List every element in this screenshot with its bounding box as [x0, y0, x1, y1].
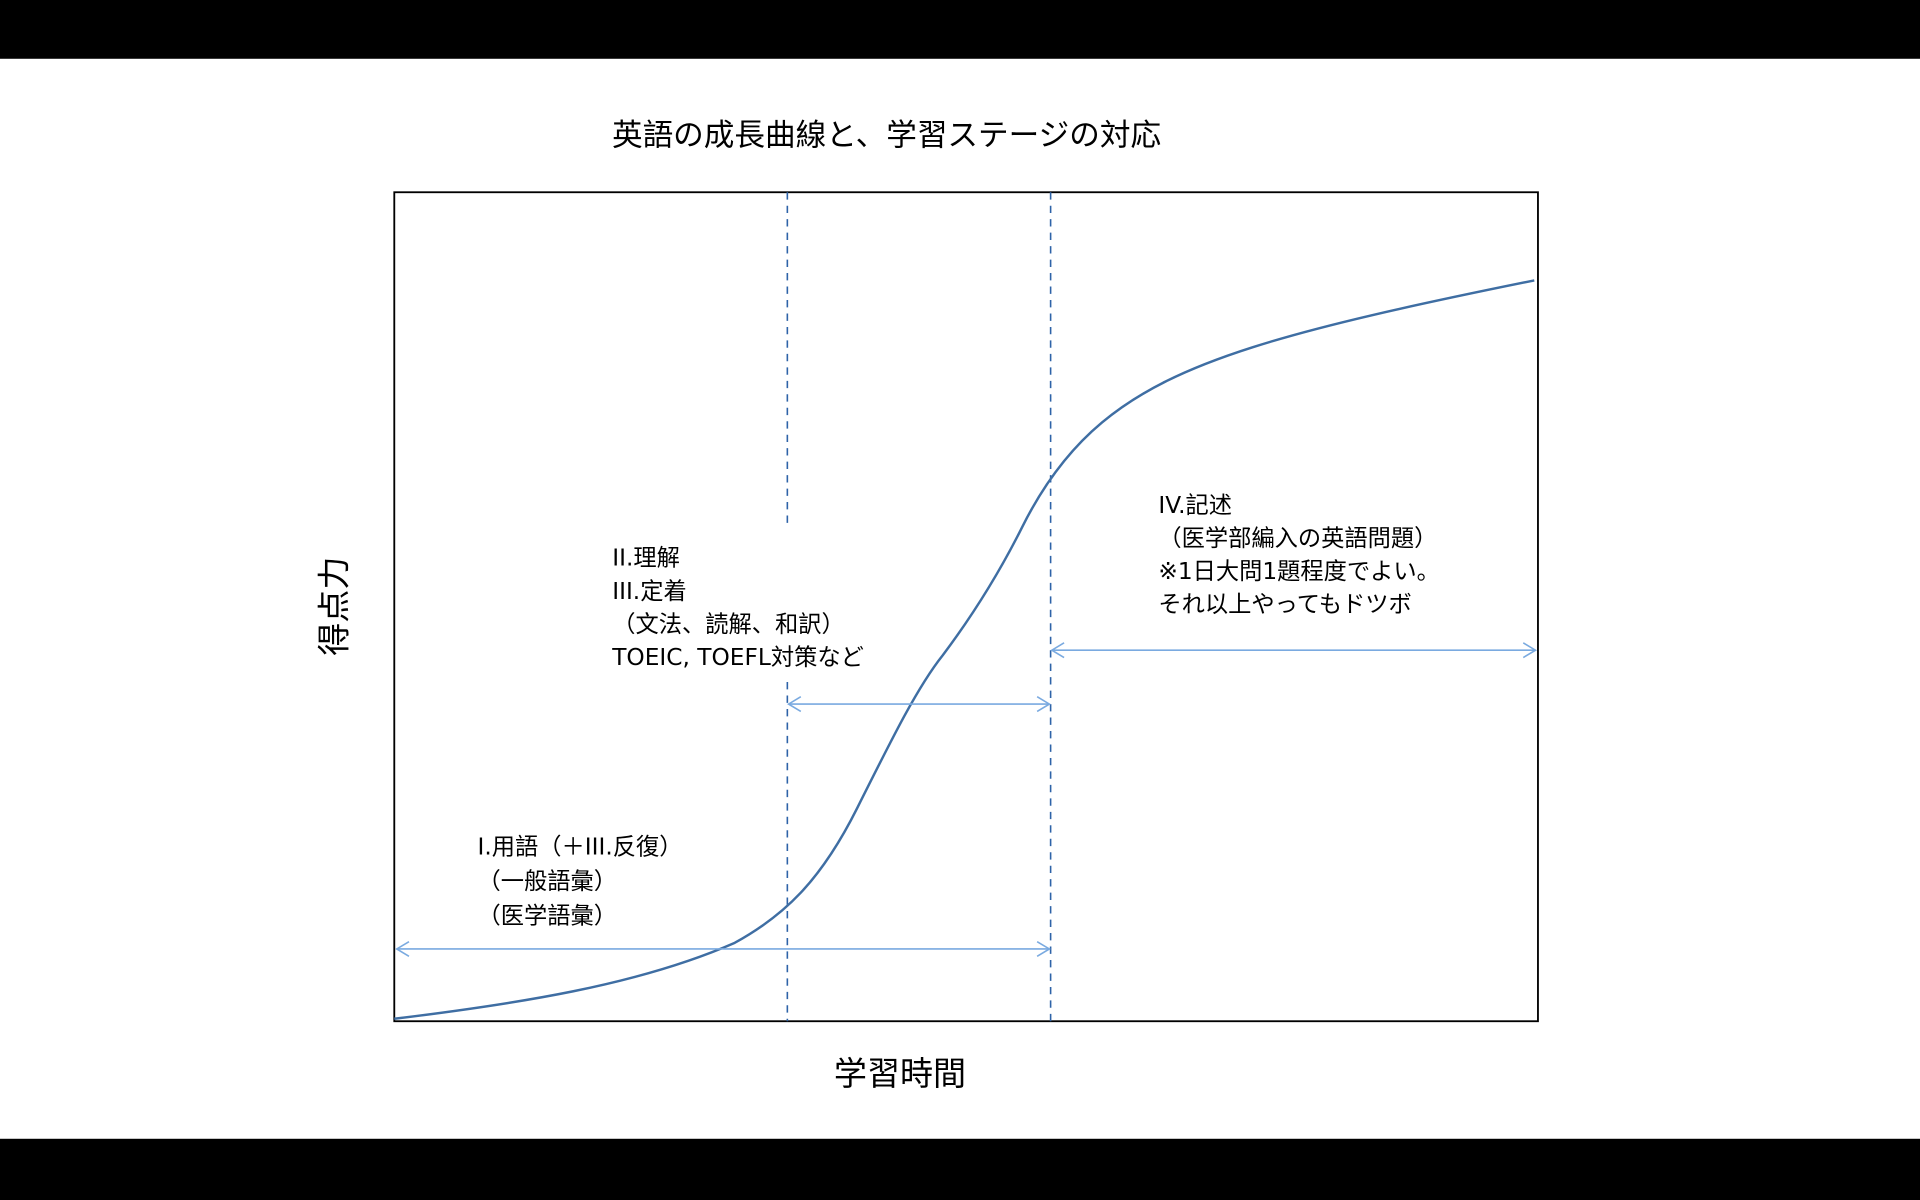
- annotation-line: ※1日大問1題程度でよい。: [1158, 558, 1440, 585]
- annotation-line: （文法、読解、和訳）: [612, 611, 845, 638]
- annotation-line: （一般語彙）: [478, 868, 618, 895]
- annotation-line: （医学部編入の英語問題）: [1158, 525, 1437, 552]
- annotation-line: （医学語彙）: [478, 902, 618, 929]
- annotation-stage-4: IV.記述 （医学部編入の英語問題） ※1日大問1題程度でよい。 それ以上やって…: [1158, 492, 1440, 618]
- y-axis-label: 得点力: [314, 557, 353, 656]
- page-background: [0, 58, 1920, 1139]
- diagram-title: 英語の成長曲線と、学習ステージの対応: [612, 119, 1161, 154]
- annotation-line: それ以上やってもドツボ: [1158, 591, 1411, 618]
- annotation-line: IV.記述: [1158, 492, 1232, 519]
- x-axis-label: 学習時間: [834, 1054, 966, 1093]
- arrow-stage-4: [1050, 642, 1538, 659]
- annotation-stage-2-3: II.理解 III.定着 （文法、読解、和訳） TOEIC, TOEFL対策など: [611, 545, 864, 671]
- annotation-line: II.理解: [612, 545, 680, 572]
- annotation-stage-1: I.用語（＋III.反復） （一般語彙） （医学語彙）: [478, 834, 683, 930]
- arrow-stage-1: [395, 940, 1051, 958]
- growth-curve: [394, 279, 1535, 1020]
- annotation-line: I.用語（＋III.反復）: [478, 834, 683, 861]
- plot-frame: [393, 191, 1539, 1023]
- arrow-stage-2-3: [787, 696, 1051, 713]
- annotation-line: TOEIC, TOEFL対策など: [611, 644, 864, 671]
- annotation-line: III.定着: [612, 578, 686, 605]
